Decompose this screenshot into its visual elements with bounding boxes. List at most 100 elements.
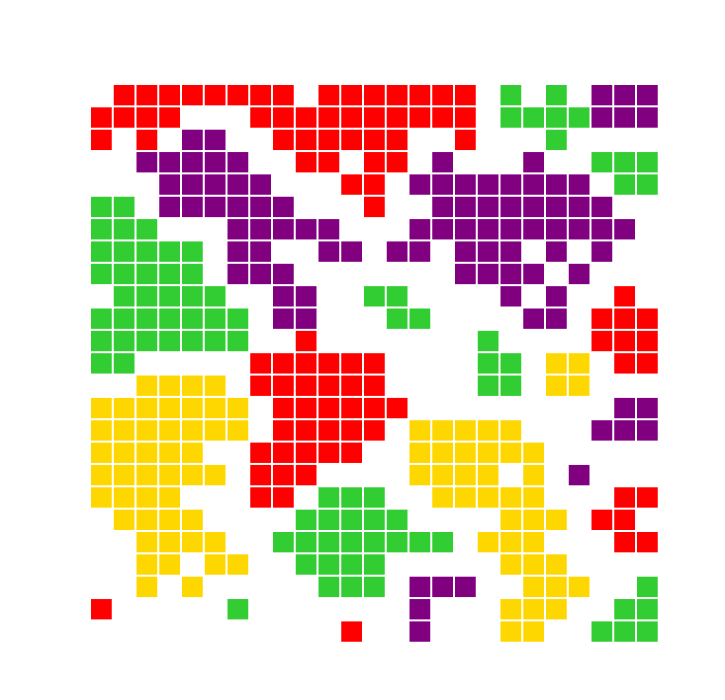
cell: [614, 219, 635, 240]
cell: [273, 219, 294, 240]
cell: [591, 196, 613, 218]
cell: [500, 263, 522, 285]
cell: [318, 85, 340, 106]
cell: [136, 509, 158, 530]
cell: [523, 621, 544, 642]
cell: [136, 420, 158, 441]
cell: [546, 196, 567, 218]
cell: [204, 129, 226, 151]
cell: [159, 464, 180, 486]
cell: [113, 353, 135, 374]
cell: [432, 487, 453, 508]
cell: [250, 219, 271, 240]
cell: [546, 599, 567, 620]
cell: [159, 85, 180, 106]
cell: [364, 420, 385, 441]
cell: [113, 85, 135, 106]
cell: [455, 487, 476, 508]
cell: [295, 152, 317, 173]
cell: [159, 442, 180, 463]
cell: [182, 397, 203, 419]
cell: [91, 219, 112, 240]
cell: [455, 263, 476, 285]
cell: [273, 487, 294, 508]
cell: [113, 196, 135, 218]
cell: [113, 487, 135, 508]
cell: [273, 107, 294, 128]
cell: [364, 107, 385, 128]
cell: [227, 85, 249, 106]
cell: [637, 174, 658, 195]
cell: [614, 308, 635, 329]
cell: [318, 442, 340, 463]
cell: [159, 397, 180, 419]
cell: [568, 174, 590, 195]
cell: [273, 129, 294, 151]
cell: [500, 509, 522, 530]
cell: [523, 107, 544, 128]
cell: [318, 487, 340, 508]
cell: [455, 442, 476, 463]
cell: [204, 464, 226, 486]
cell: [523, 464, 544, 486]
cell: [204, 375, 226, 396]
cell: [136, 442, 158, 463]
cell: [318, 554, 340, 575]
cell: [318, 219, 340, 240]
cell: [591, 85, 613, 106]
cell: [113, 464, 135, 486]
cell: [318, 353, 340, 374]
cell: [637, 599, 658, 620]
cell: [409, 241, 431, 262]
cell: [113, 308, 135, 329]
cell: [409, 532, 431, 553]
cell: [591, 308, 613, 329]
cell: [182, 442, 203, 463]
cell: [546, 576, 567, 598]
cell: [614, 621, 635, 642]
cell: [477, 353, 499, 374]
cell: [409, 308, 431, 329]
cell: [637, 85, 658, 106]
cell: [91, 420, 112, 441]
cell: [637, 152, 658, 173]
cell: [227, 330, 249, 352]
cell: [204, 152, 226, 173]
cell: [318, 509, 340, 530]
cell: [477, 442, 499, 463]
cell: [364, 85, 385, 106]
cell: [500, 442, 522, 463]
cell: [273, 397, 294, 419]
cell: [159, 509, 180, 530]
cell: [455, 464, 476, 486]
cell: [295, 509, 317, 530]
cell: [591, 509, 613, 530]
cell: [546, 219, 567, 240]
cell: [614, 599, 635, 620]
cell: [182, 85, 203, 106]
cell: [91, 599, 112, 620]
cell: [477, 174, 499, 195]
cell: [386, 129, 408, 151]
cell: [113, 397, 135, 419]
cell: [500, 196, 522, 218]
cell: [295, 442, 317, 463]
cell: [91, 129, 112, 151]
cell: [477, 420, 499, 441]
cell: [591, 330, 613, 352]
cell: [523, 219, 544, 240]
cell: [136, 375, 158, 396]
cell: [295, 397, 317, 419]
cell: [136, 286, 158, 307]
cell: [113, 330, 135, 352]
cell: [614, 397, 635, 419]
cell: [113, 263, 135, 285]
cell: [136, 554, 158, 575]
cell: [364, 576, 385, 598]
cell: [182, 464, 203, 486]
cell: [409, 621, 431, 642]
cell: [546, 308, 567, 329]
cell: [637, 330, 658, 352]
cell: [546, 241, 567, 262]
cell: [91, 107, 112, 128]
